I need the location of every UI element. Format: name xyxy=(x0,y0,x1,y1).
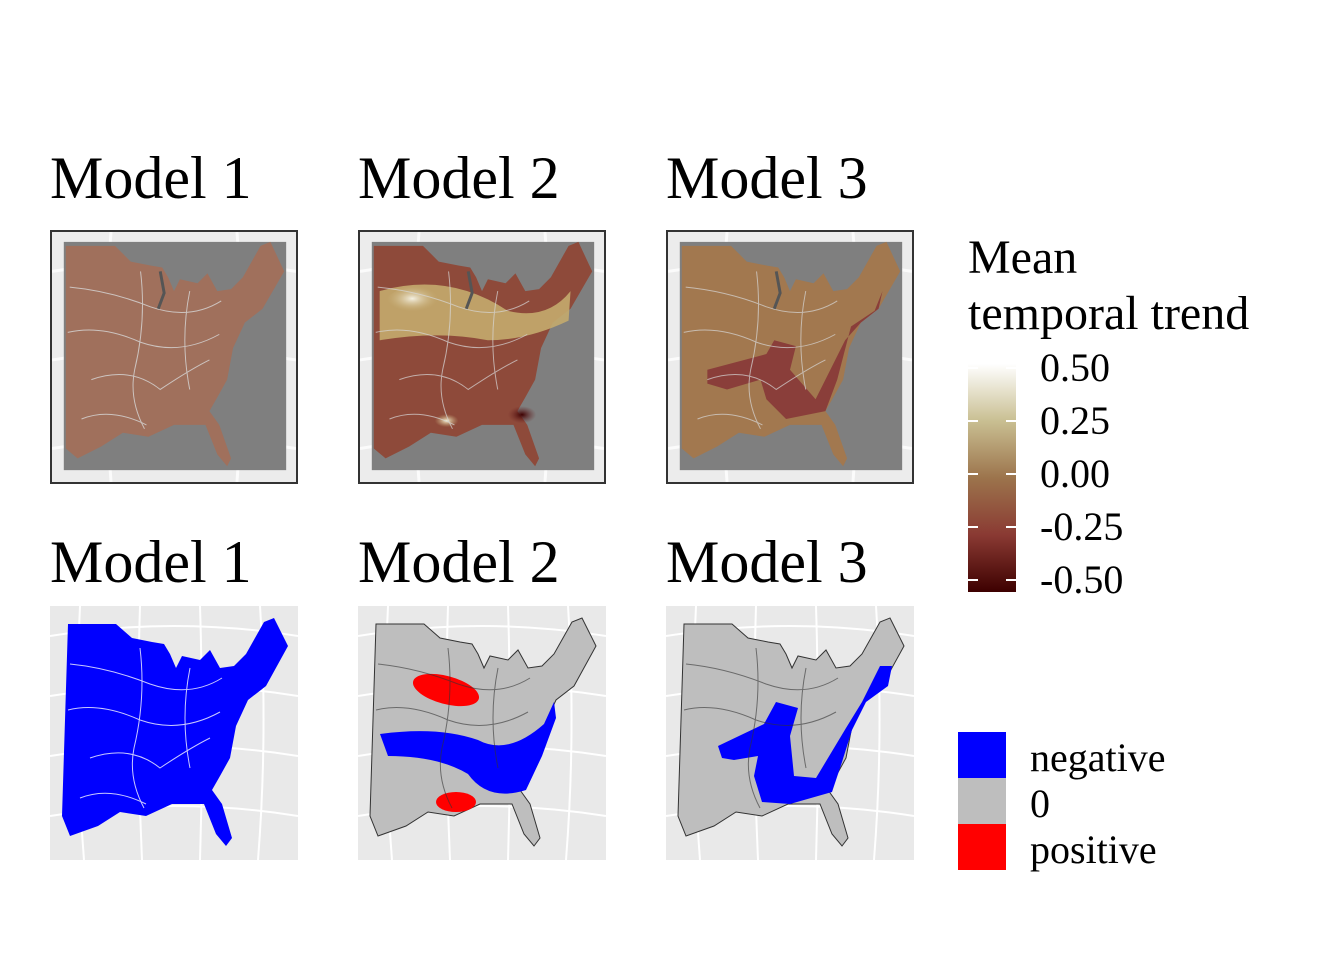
colorbar-tick xyxy=(1006,526,1016,528)
top-map-model-1 xyxy=(50,230,298,484)
lake-michigan xyxy=(156,271,166,310)
highlight-south xyxy=(415,389,494,433)
region-boundaries xyxy=(67,271,222,430)
legend-label-negative: negative xyxy=(1030,735,1166,780)
bottom-title-model-3: Model 3 xyxy=(666,529,868,595)
top-map-model-3 xyxy=(666,230,914,484)
top-map-1-svg xyxy=(52,232,296,482)
colorbar-label-neg-0.25: -0.25 xyxy=(1040,504,1124,549)
region-boundaries xyxy=(375,271,530,430)
dark-southeast xyxy=(478,383,549,427)
bottom-map-model-3 xyxy=(666,606,914,860)
legend-label-zero: 0 xyxy=(1030,781,1050,826)
colorbar-label-0.25: 0.25 xyxy=(1040,398,1110,443)
bottom-map-2-svg xyxy=(358,606,606,860)
bottom-title-model-1: Model 1 xyxy=(50,529,252,595)
colorbar-tick xyxy=(968,526,978,528)
colorbar-tick xyxy=(1006,579,1016,581)
bottom-map-model-2 xyxy=(358,606,606,860)
colorbar-tick xyxy=(1006,473,1016,475)
colorbar-label-neg-0.50: -0.50 xyxy=(1040,557,1124,602)
legend-key-zero xyxy=(958,778,1006,824)
colorbar-tick xyxy=(968,473,978,475)
positive-zone-north xyxy=(412,673,480,707)
top-title-model-1: Model 1 xyxy=(50,145,252,211)
negative-zone xyxy=(718,666,892,804)
colorbar-tick xyxy=(968,579,978,581)
colorbar-tick xyxy=(1006,367,1016,369)
positive-zone-south xyxy=(436,792,476,812)
region-boundaries xyxy=(375,647,531,809)
landmass xyxy=(65,241,285,467)
negative-band xyxy=(380,702,556,794)
negative-trend-zone xyxy=(707,291,883,419)
top-title-model-3: Model 3 xyxy=(666,145,868,211)
highlight-north xyxy=(381,283,484,335)
colorbar-tick xyxy=(968,367,978,369)
landmass-negative xyxy=(62,618,288,846)
legend-key-negative xyxy=(958,732,1006,778)
colorbar-label-0.00: 0.00 xyxy=(1040,451,1110,496)
bottom-map-1-svg xyxy=(50,606,298,860)
top-map-3-svg xyxy=(668,232,912,482)
legend-title-line-2: temporal trend xyxy=(968,287,1250,340)
region-boundaries xyxy=(683,271,838,430)
legend-key-positive xyxy=(958,824,1006,870)
legend-title-line-1: Mean xyxy=(968,231,1078,284)
bottom-map-3-svg xyxy=(666,606,914,860)
legend-label-positive: positive xyxy=(1030,827,1157,872)
colorbar xyxy=(968,364,1016,592)
top-title-model-2: Model 2 xyxy=(358,145,560,211)
lake-michigan xyxy=(464,271,474,310)
region-boundaries xyxy=(67,647,223,809)
top-map-2-svg xyxy=(360,232,604,482)
lake-michigan xyxy=(772,271,782,310)
bottom-title-model-2: Model 2 xyxy=(358,529,560,595)
colorbar-label-0.50: 0.50 xyxy=(1040,345,1110,390)
bottom-map-model-1 xyxy=(50,606,298,860)
top-map-model-2 xyxy=(358,230,606,484)
colorbar-tick xyxy=(1006,420,1016,422)
region-boundaries xyxy=(683,647,839,809)
colorbar-tick xyxy=(968,420,978,422)
